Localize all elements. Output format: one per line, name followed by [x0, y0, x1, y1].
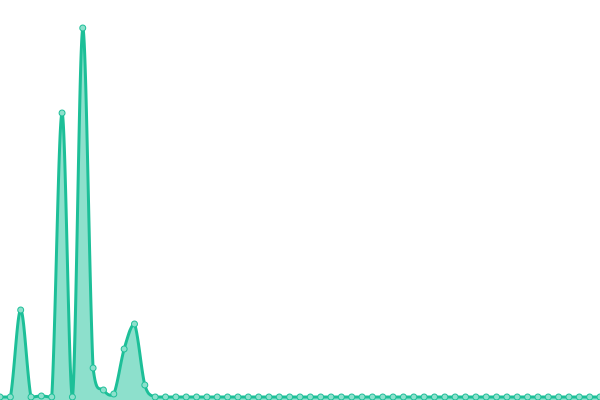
- data-point: [234, 393, 242, 400]
- data-point: [130, 320, 138, 328]
- data-point: [317, 393, 325, 400]
- data-point: [565, 393, 573, 400]
- data-point: [79, 24, 87, 32]
- data-point: [193, 393, 201, 400]
- data-point: [482, 393, 490, 400]
- data-point: [99, 386, 107, 394]
- data-point: [575, 393, 583, 400]
- data-point: [337, 393, 345, 400]
- data-point: [524, 393, 532, 400]
- data-point: [327, 393, 335, 400]
- data-point: [296, 393, 304, 400]
- data-point: [110, 390, 118, 398]
- data-point: [255, 393, 263, 400]
- data-point: [120, 345, 128, 353]
- series-area-fill: [0, 28, 600, 400]
- data-point: [451, 393, 459, 400]
- data-points: [0, 24, 600, 400]
- data-point: [430, 393, 438, 400]
- data-point: [48, 393, 56, 400]
- data-point: [544, 393, 552, 400]
- data-point: [586, 393, 594, 400]
- data-point: [151, 393, 159, 400]
- data-point: [462, 393, 470, 400]
- data-point: [203, 393, 211, 400]
- data-point: [420, 393, 428, 400]
- data-point: [275, 393, 283, 400]
- data-point: [555, 393, 563, 400]
- data-point: [306, 393, 314, 400]
- data-point: [358, 393, 366, 400]
- data-point: [513, 393, 521, 400]
- data-point: [182, 393, 190, 400]
- data-point: [410, 393, 418, 400]
- data-point: [58, 109, 66, 117]
- data-point: [441, 393, 449, 400]
- data-point: [162, 393, 170, 400]
- data-point: [244, 393, 252, 400]
- data-point: [596, 393, 600, 400]
- data-point: [389, 393, 397, 400]
- data-point: [0, 393, 4, 400]
- data-point: [224, 393, 232, 400]
- data-point: [348, 393, 356, 400]
- data-point: [213, 393, 221, 400]
- data-point: [172, 393, 180, 400]
- data-point: [472, 393, 480, 400]
- data-point: [37, 392, 45, 400]
- data-point: [17, 306, 25, 314]
- data-point: [89, 364, 97, 372]
- data-point: [534, 393, 542, 400]
- data-point: [368, 393, 376, 400]
- data-point: [265, 393, 273, 400]
- data-point: [503, 393, 511, 400]
- data-point: [68, 393, 76, 400]
- data-point: [141, 381, 149, 389]
- data-point: [379, 393, 387, 400]
- data-point: [493, 393, 501, 400]
- data-point: [286, 393, 294, 400]
- data-point: [399, 393, 407, 400]
- data-point: [27, 393, 35, 400]
- data-point: [6, 393, 14, 400]
